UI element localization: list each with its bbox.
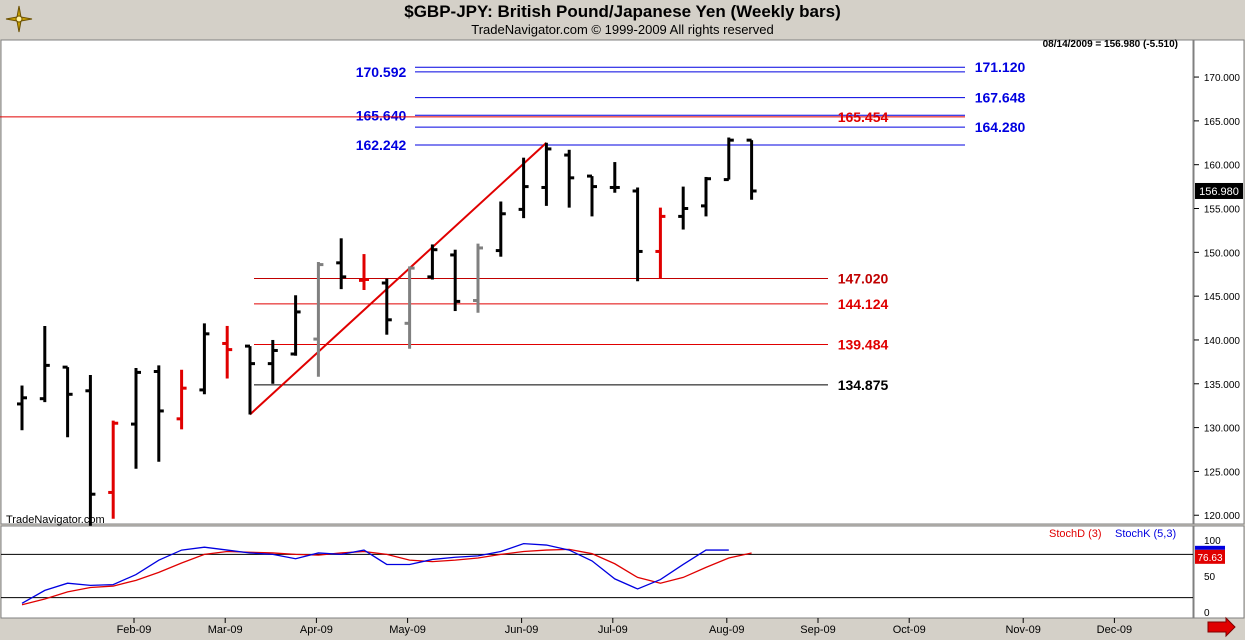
price-panel [0,39,1194,525]
x-tick-label: May-09 [389,624,426,636]
watermark: TradeNavigator.com [6,514,105,526]
x-tick-label: Oct-09 [893,624,926,636]
last-price-box [1195,182,1243,199]
y-tick-label: 145.000 [1204,292,1241,303]
x-tick-label: Jul-09 [598,624,628,636]
chart-title: $GBP-JPY: British Pound/Japanese Yen (We… [404,2,841,21]
last-price-label: 156.980 [1199,186,1239,198]
stochd-legend: StochD (3) [1049,528,1102,540]
level-label: 165.640 [356,107,407,123]
x-tick-label: Nov-09 [1005,624,1040,636]
y-tick-label: 140.000 [1204,336,1241,347]
x-tick-label: Mar-09 [208,624,243,636]
level-label: 170.592 [356,64,407,80]
x-tick-label: Aug-09 [709,624,744,636]
y-tick-label: 135.000 [1204,380,1241,391]
level-label: 139.484 [838,336,889,352]
level-label: 134.875 [838,377,889,393]
stoch-y-tick-label: 100 [1204,536,1221,547]
last-price-readout: 08/14/2009 = 156.980 (-5.510) [1043,39,1178,50]
stoch-y-tick-label: 50 [1204,572,1216,583]
stoch-last-box [1195,549,1225,564]
stoch-axis-panel [1193,525,1245,619]
level-label: 144.124 [838,296,889,312]
stoch-series-line [21,542,729,604]
stoch-last-label: 76.63 [1197,553,1222,564]
x-tick-label: Dec-09 [1097,624,1132,636]
level-label: 147.020 [838,270,889,286]
stochk-legend: StochK (5,3) [1115,528,1176,540]
x-tick-label: Jun-09 [505,624,539,636]
level-label: 164.280 [975,119,1026,135]
y-tick-label: 130.000 [1204,424,1241,435]
level-label: 171.120 [975,59,1026,75]
x-tick-label: Apr-09 [300,624,333,636]
y-tick-label: 150.000 [1204,248,1241,259]
stoch-series-line [21,548,752,606]
scroll-right-arrow-icon[interactable] [1207,616,1236,638]
x-tick-label: Sep-09 [800,624,835,636]
y-tick-label: 125.000 [1204,467,1241,478]
stoch-panel [0,525,1194,619]
y-tick-label: 160.000 [1204,161,1241,172]
trade-navigator-compass-icon [5,5,33,33]
level-label: 162.242 [356,137,407,153]
trendline [249,142,548,416]
stochk-last-marker [1195,545,1225,550]
y-tick-label: 120.000 [1204,511,1241,522]
price-axis-panel [1193,39,1245,525]
chart-subtitle: TradeNavigator.com © 1999-2009 All right… [471,22,774,37]
level-label: 167.648 [975,90,1026,106]
y-tick-label: 170.000 [1204,73,1241,84]
y-tick-label: 165.000 [1204,117,1241,128]
y-tick-label: 155.000 [1204,205,1241,216]
x-tick-label: Feb-09 [117,624,152,636]
stoch-y-tick-label: 0 [1204,608,1210,619]
level-label: 165.454 [838,109,889,125]
